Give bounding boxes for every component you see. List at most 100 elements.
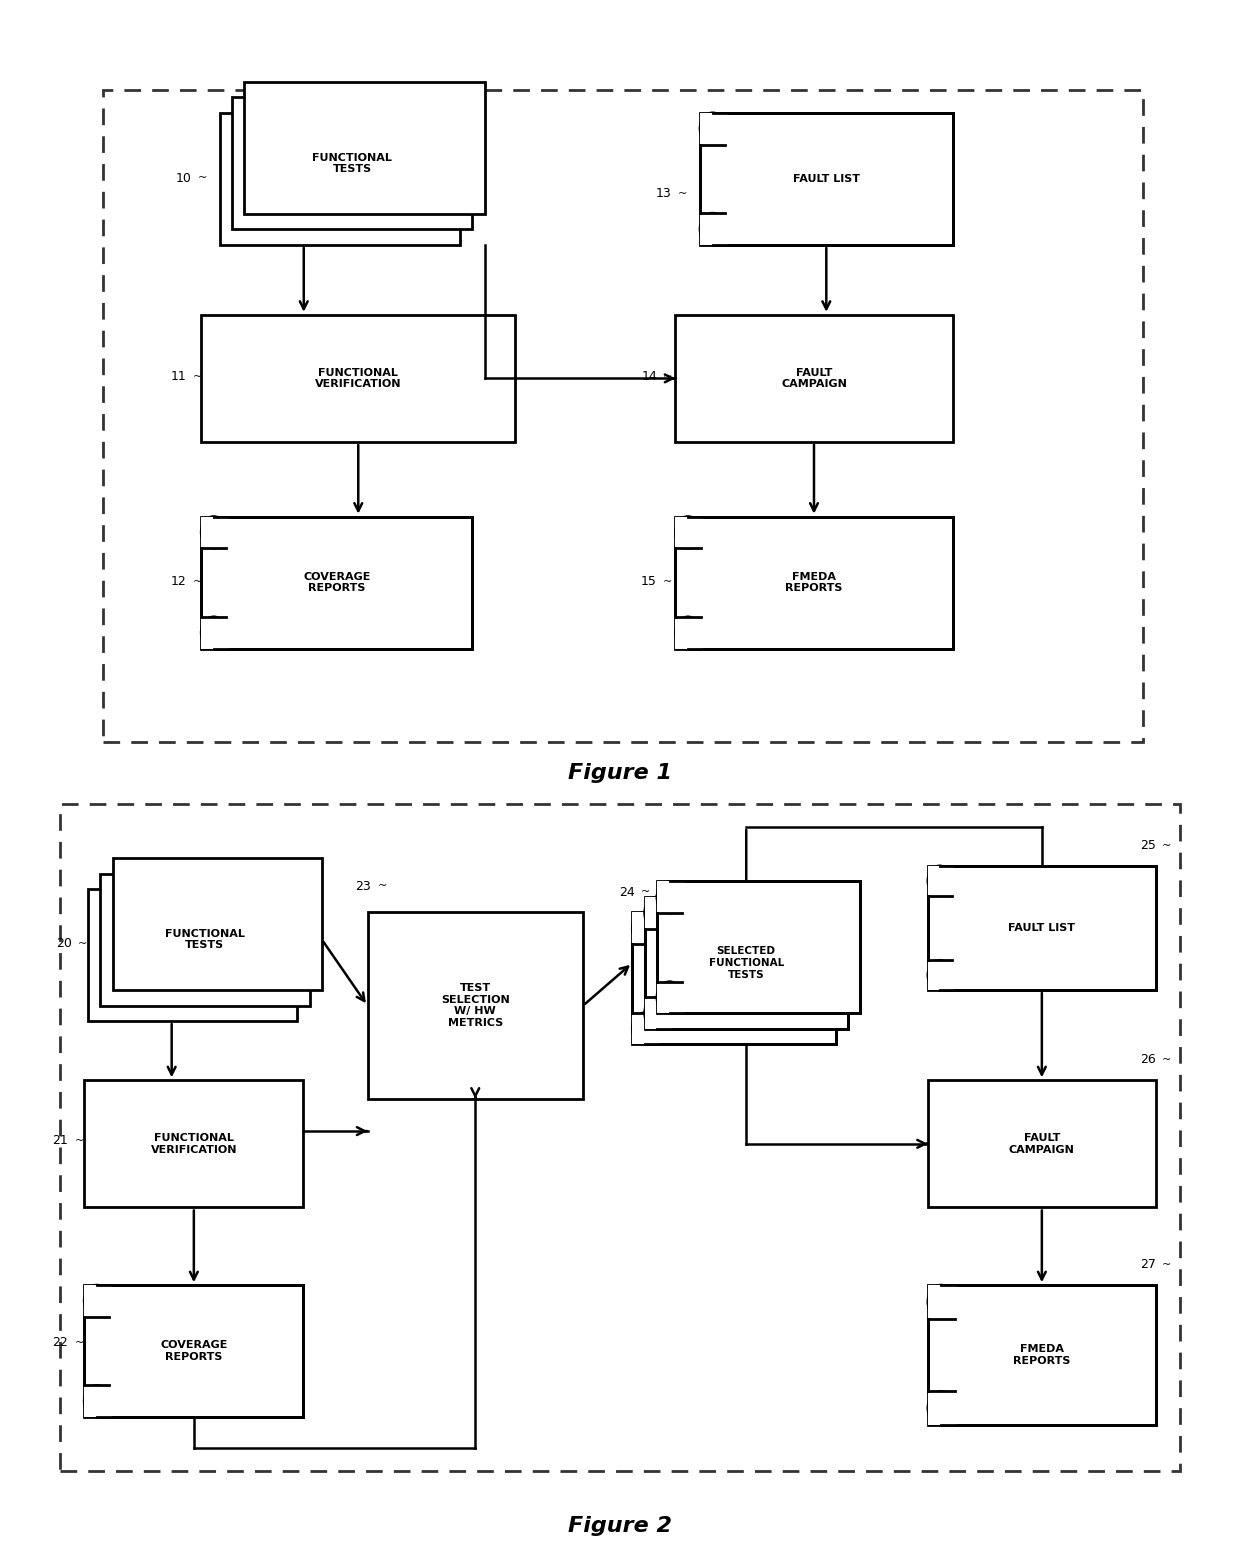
Circle shape bbox=[632, 1013, 657, 1044]
Text: 27: 27 bbox=[1140, 1258, 1156, 1271]
Circle shape bbox=[632, 913, 657, 944]
Circle shape bbox=[645, 898, 670, 929]
Bar bbox=[88, 890, 298, 1021]
Text: TEST
SELECTION
W/ HW
METRICS: TEST SELECTION W/ HW METRICS bbox=[441, 983, 510, 1029]
Bar bbox=[201, 315, 516, 442]
Bar bbox=[645, 898, 672, 929]
Circle shape bbox=[928, 866, 951, 896]
Bar bbox=[201, 617, 229, 648]
Text: 24: 24 bbox=[619, 885, 635, 899]
Text: ~: ~ bbox=[78, 938, 88, 949]
Circle shape bbox=[928, 1391, 955, 1425]
Bar bbox=[701, 214, 728, 245]
Text: 23: 23 bbox=[356, 879, 371, 893]
Bar bbox=[219, 112, 460, 245]
Text: SELECTED
FUNCTIONAL
TESTS: SELECTED FUNCTIONAL TESTS bbox=[708, 946, 784, 980]
Text: ~: ~ bbox=[74, 1338, 84, 1347]
Bar bbox=[657, 882, 861, 1013]
Text: ~: ~ bbox=[641, 887, 650, 898]
Text: FMEDA
REPORTS: FMEDA REPORTS bbox=[785, 571, 843, 593]
Bar bbox=[84, 1285, 112, 1317]
Bar bbox=[928, 1391, 957, 1425]
Bar bbox=[645, 997, 672, 1029]
Text: 22: 22 bbox=[52, 1336, 68, 1349]
Circle shape bbox=[645, 997, 670, 1029]
Text: Figure 1: Figure 1 bbox=[568, 763, 672, 782]
Circle shape bbox=[201, 517, 227, 548]
Text: 20: 20 bbox=[56, 937, 72, 951]
Circle shape bbox=[701, 112, 725, 145]
Bar bbox=[367, 913, 583, 1099]
Bar bbox=[928, 866, 954, 896]
Bar bbox=[645, 898, 848, 1029]
Bar bbox=[113, 859, 322, 990]
Bar bbox=[84, 1386, 112, 1417]
Bar bbox=[657, 882, 684, 913]
Text: ~: ~ bbox=[1162, 1055, 1172, 1065]
Text: ~: ~ bbox=[663, 372, 672, 382]
Text: ~: ~ bbox=[377, 880, 387, 891]
Text: Figure 2: Figure 2 bbox=[568, 1516, 672, 1536]
Bar bbox=[632, 1013, 660, 1044]
Text: COVERAGE
REPORTS: COVERAGE REPORTS bbox=[303, 571, 371, 593]
Circle shape bbox=[676, 617, 701, 648]
Text: COVERAGE
REPORTS: COVERAGE REPORTS bbox=[160, 1341, 227, 1361]
Bar bbox=[632, 913, 660, 944]
Text: ~: ~ bbox=[1162, 1260, 1172, 1271]
Circle shape bbox=[657, 982, 682, 1013]
Bar bbox=[84, 1080, 304, 1208]
Bar bbox=[676, 517, 952, 648]
Bar bbox=[100, 874, 310, 1005]
Bar bbox=[928, 1285, 957, 1319]
Bar bbox=[701, 112, 952, 245]
Circle shape bbox=[928, 960, 951, 990]
Bar bbox=[84, 1285, 304, 1417]
Text: ~: ~ bbox=[678, 189, 687, 198]
Text: ~: ~ bbox=[74, 1136, 84, 1146]
Bar bbox=[657, 982, 684, 1013]
Text: 21: 21 bbox=[52, 1135, 68, 1147]
Text: 26: 26 bbox=[1140, 1054, 1156, 1066]
Bar bbox=[676, 517, 703, 548]
Text: 12: 12 bbox=[171, 576, 186, 588]
Text: 25: 25 bbox=[1140, 840, 1156, 852]
Text: FAULT
CAMPAIGN: FAULT CAMPAIGN bbox=[1009, 1133, 1075, 1155]
Text: 10: 10 bbox=[176, 172, 191, 184]
Text: 11: 11 bbox=[171, 370, 186, 384]
Text: FUNCTIONAL
VERIFICATION: FUNCTIONAL VERIFICATION bbox=[150, 1133, 237, 1155]
Bar bbox=[928, 1285, 1156, 1425]
Bar bbox=[103, 89, 1143, 741]
Bar bbox=[676, 617, 703, 648]
Text: FAULT LIST: FAULT LIST bbox=[792, 173, 859, 184]
Text: 14: 14 bbox=[641, 370, 657, 384]
Circle shape bbox=[701, 214, 725, 245]
Text: FUNCTIONAL
TESTS: FUNCTIONAL TESTS bbox=[165, 929, 244, 951]
Circle shape bbox=[201, 617, 227, 648]
Text: FMEDA
REPORTS: FMEDA REPORTS bbox=[1013, 1344, 1070, 1366]
Bar bbox=[928, 1080, 1156, 1208]
Text: ~: ~ bbox=[192, 372, 202, 382]
Text: 15: 15 bbox=[641, 576, 657, 588]
Bar bbox=[201, 517, 229, 548]
Bar bbox=[632, 913, 836, 1044]
Bar bbox=[928, 960, 954, 990]
Circle shape bbox=[676, 517, 701, 548]
Bar bbox=[232, 97, 472, 229]
Text: FAULT
CAMPAIGN: FAULT CAMPAIGN bbox=[781, 367, 847, 389]
Text: ~: ~ bbox=[1162, 841, 1172, 851]
Bar bbox=[244, 81, 485, 214]
Text: 13: 13 bbox=[656, 187, 672, 200]
Bar bbox=[201, 517, 472, 648]
Circle shape bbox=[84, 1386, 109, 1417]
Bar bbox=[928, 866, 1156, 990]
Text: ~: ~ bbox=[192, 576, 202, 587]
Text: FAULT LIST: FAULT LIST bbox=[1008, 923, 1075, 933]
Circle shape bbox=[657, 882, 682, 913]
Text: FUNCTIONAL
VERIFICATION: FUNCTIONAL VERIFICATION bbox=[315, 367, 402, 389]
Circle shape bbox=[928, 1285, 955, 1319]
Text: FUNCTIONAL
TESTS: FUNCTIONAL TESTS bbox=[312, 153, 392, 175]
Bar bbox=[701, 112, 728, 145]
Text: ~: ~ bbox=[197, 173, 207, 183]
Text: ~: ~ bbox=[663, 576, 672, 587]
Circle shape bbox=[84, 1285, 109, 1317]
